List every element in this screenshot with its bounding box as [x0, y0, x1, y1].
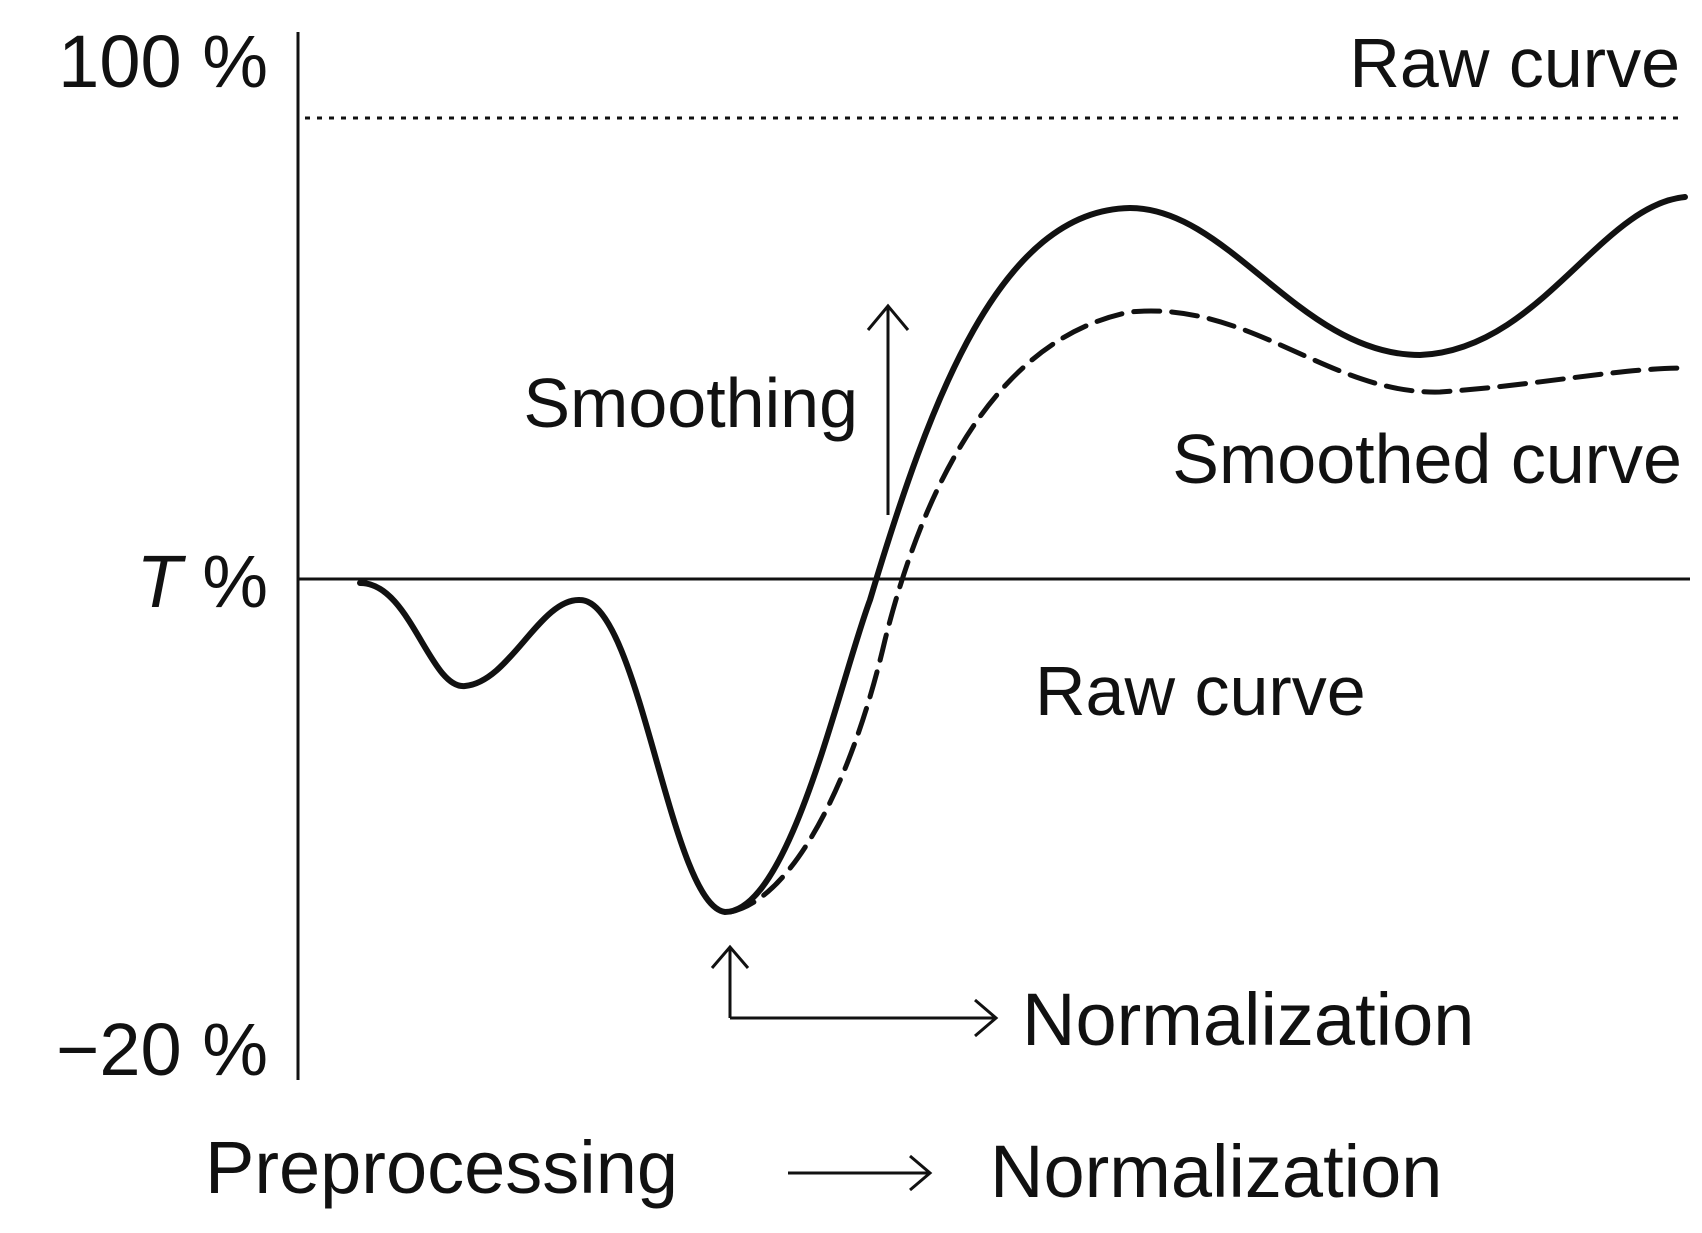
smoothing-label: Smoothing	[523, 364, 858, 442]
axis-label-minus-20-percent: −20 %	[56, 1008, 268, 1091]
axis-label-t-percent: T %	[136, 540, 268, 623]
normalization-arrow	[710, 944, 999, 1038]
footer-normalization-label: Normalization	[990, 1130, 1442, 1213]
footer-flow-arrow	[788, 1154, 933, 1192]
normalization-arrow-label: Normalization	[1022, 978, 1474, 1061]
footer-preprocessing-label: Preprocessing	[205, 1126, 678, 1209]
axis-label-100-percent: 100 %	[58, 20, 268, 103]
smoothed-curve-label: Smoothed curve	[1172, 420, 1682, 498]
t-symbol: T	[136, 540, 186, 623]
smoothing-arrow	[866, 303, 910, 515]
raw-curve-label-middle: Raw curve	[1035, 652, 1366, 730]
raw-curve-label-top: Raw curve	[1349, 24, 1680, 102]
raw-curve-line	[357, 194, 1688, 915]
t-unit: %	[182, 540, 268, 623]
smoothed-curve-line	[727, 308, 1688, 915]
